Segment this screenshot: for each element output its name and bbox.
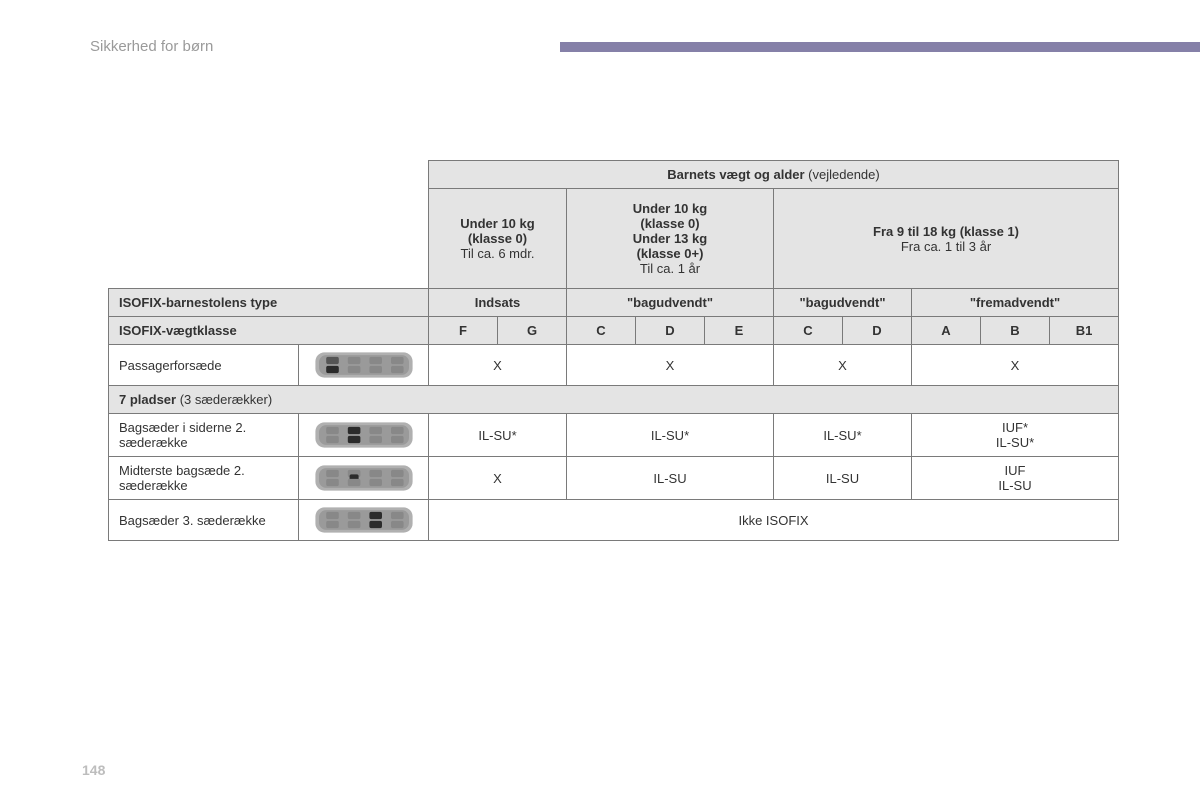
row3-label: Midterste bagsæde 2. sæderække [109,457,299,500]
w9: B1 [1050,317,1119,345]
w6: D [843,317,912,345]
car-icon-row3 [299,500,429,541]
w5: C [774,317,843,345]
txt: Under 10 kg [571,201,769,216]
w3: D [636,317,705,345]
r1c4: X [912,345,1119,386]
type-4: "fremadvendt" [912,289,1119,317]
txt: Fra ca. 1 til 3 år [778,239,1114,254]
header-group-sub: (vejledende) [805,167,880,182]
header-stripe [560,42,1200,52]
header-group: Barnets vægt og alder (vejledende) [429,161,1119,189]
r3c1: X [429,457,567,500]
txt: Fra 9 til 18 kg (klasse 1) [778,224,1114,239]
txt: (klasse 0) [433,231,562,246]
row2-label: Bagsæder i siderne 2. sæderække [109,414,299,457]
txt: Under 10 kg [433,216,562,231]
txt: Til ca. 6 mdr. [433,246,562,261]
col-header-2: Under 10 kg (klasse 0) Under 13 kg (klas… [567,189,774,289]
r4-full: Ikke ISOFIX [429,500,1119,541]
txt: Til ca. 1 år [571,261,769,276]
type-3: "bagudvendt" [774,289,912,317]
r1c2: X [567,345,774,386]
w4: E [705,317,774,345]
w0: F [429,317,498,345]
isofix-table: Barnets vægt og alder (vejledende) Under… [108,160,1118,541]
txt: Under 13 kg [571,231,769,246]
r1c1: X [429,345,567,386]
section-bold: 7 pladser [119,392,176,407]
type-row-label: ISOFIX-barnestolens type [109,289,429,317]
r2c4: IUF* IL-SU* [912,414,1119,457]
section-sub: (3 sæderækker) [176,392,272,407]
col-header-1: Under 10 kg (klasse 0) Til ca. 6 mdr. [429,189,567,289]
w8: B [981,317,1050,345]
r2c1: IL-SU* [429,414,567,457]
txt: IUF [916,463,1114,478]
r2c3: IL-SU* [774,414,912,457]
car-icon-row2-middle [299,457,429,500]
r1c3: X [774,345,912,386]
r3c4: IUF IL-SU [912,457,1119,500]
car-icon-row2-outer [299,414,429,457]
row1-label: Passagerforsæde [109,345,299,386]
col-header-3: Fra 9 til 18 kg (klasse 1) Fra ca. 1 til… [774,189,1119,289]
w7: A [912,317,981,345]
row4-label: Bagsæder 3. sæderække [109,500,299,541]
header-group-bold: Barnets vægt og alder [667,167,804,182]
txt: (klasse 0+) [571,246,769,261]
txt: (klasse 0) [571,216,769,231]
w2: C [567,317,636,345]
r3c3: IL-SU [774,457,912,500]
type-1: Indsats [429,289,567,317]
r3c2: IL-SU [567,457,774,500]
txt: IL-SU [916,478,1114,493]
txt: IL-SU* [916,435,1114,450]
car-icon-front [299,345,429,386]
page-title: Sikkerhed for børn [90,38,213,55]
weight-row-label: ISOFIX-vægtklasse [109,317,429,345]
section-7pladser: 7 pladser (3 sæderækker) [109,386,1119,414]
type-2: "bagudvendt" [567,289,774,317]
txt: IUF* [916,420,1114,435]
page-number: 148 [82,762,105,778]
r2c2: IL-SU* [567,414,774,457]
w1: G [498,317,567,345]
